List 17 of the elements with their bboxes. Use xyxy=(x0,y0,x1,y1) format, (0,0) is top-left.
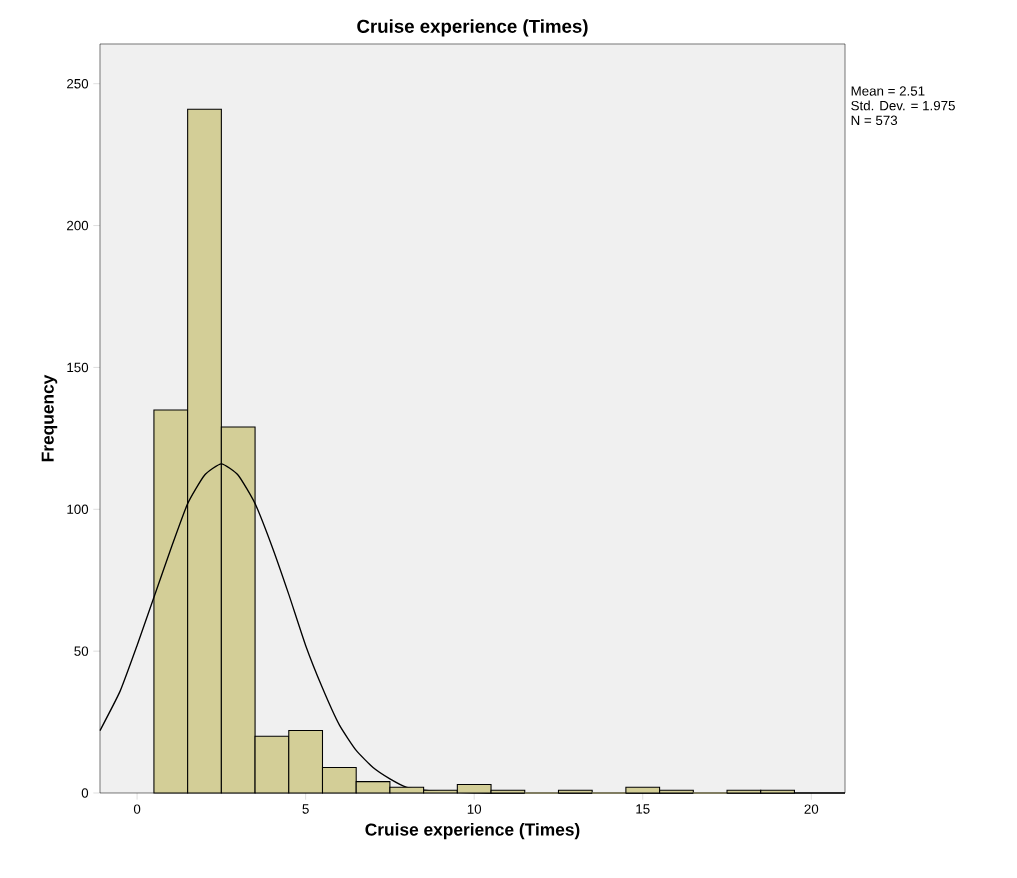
x-tick-label: 0 xyxy=(133,804,141,814)
x-tick-label: 20 xyxy=(804,804,819,814)
x-tick-label: 15 xyxy=(636,804,650,814)
chart-title: Cruise experience (Times) xyxy=(357,19,588,37)
y-tick-label: 0 xyxy=(81,788,89,798)
y-tick-label: 50 xyxy=(74,646,89,656)
y-tick-label: 200 xyxy=(67,220,89,231)
x-tick-label: 10 xyxy=(467,804,482,814)
text: N = 573 xyxy=(851,115,898,126)
x-axis-title: Cruise experience (Times) xyxy=(365,822,580,840)
y-tick-label: 100 xyxy=(67,504,89,514)
text: Std. Dev. = 1.975 xyxy=(851,100,955,111)
y-tick-label: 250 xyxy=(67,79,89,89)
y-axis-title: Frequency xyxy=(41,374,58,462)
text: Mean = 2.51 xyxy=(851,86,925,96)
x-tick-label: 5 xyxy=(302,804,309,814)
y-tick-label: 150 xyxy=(67,362,89,373)
